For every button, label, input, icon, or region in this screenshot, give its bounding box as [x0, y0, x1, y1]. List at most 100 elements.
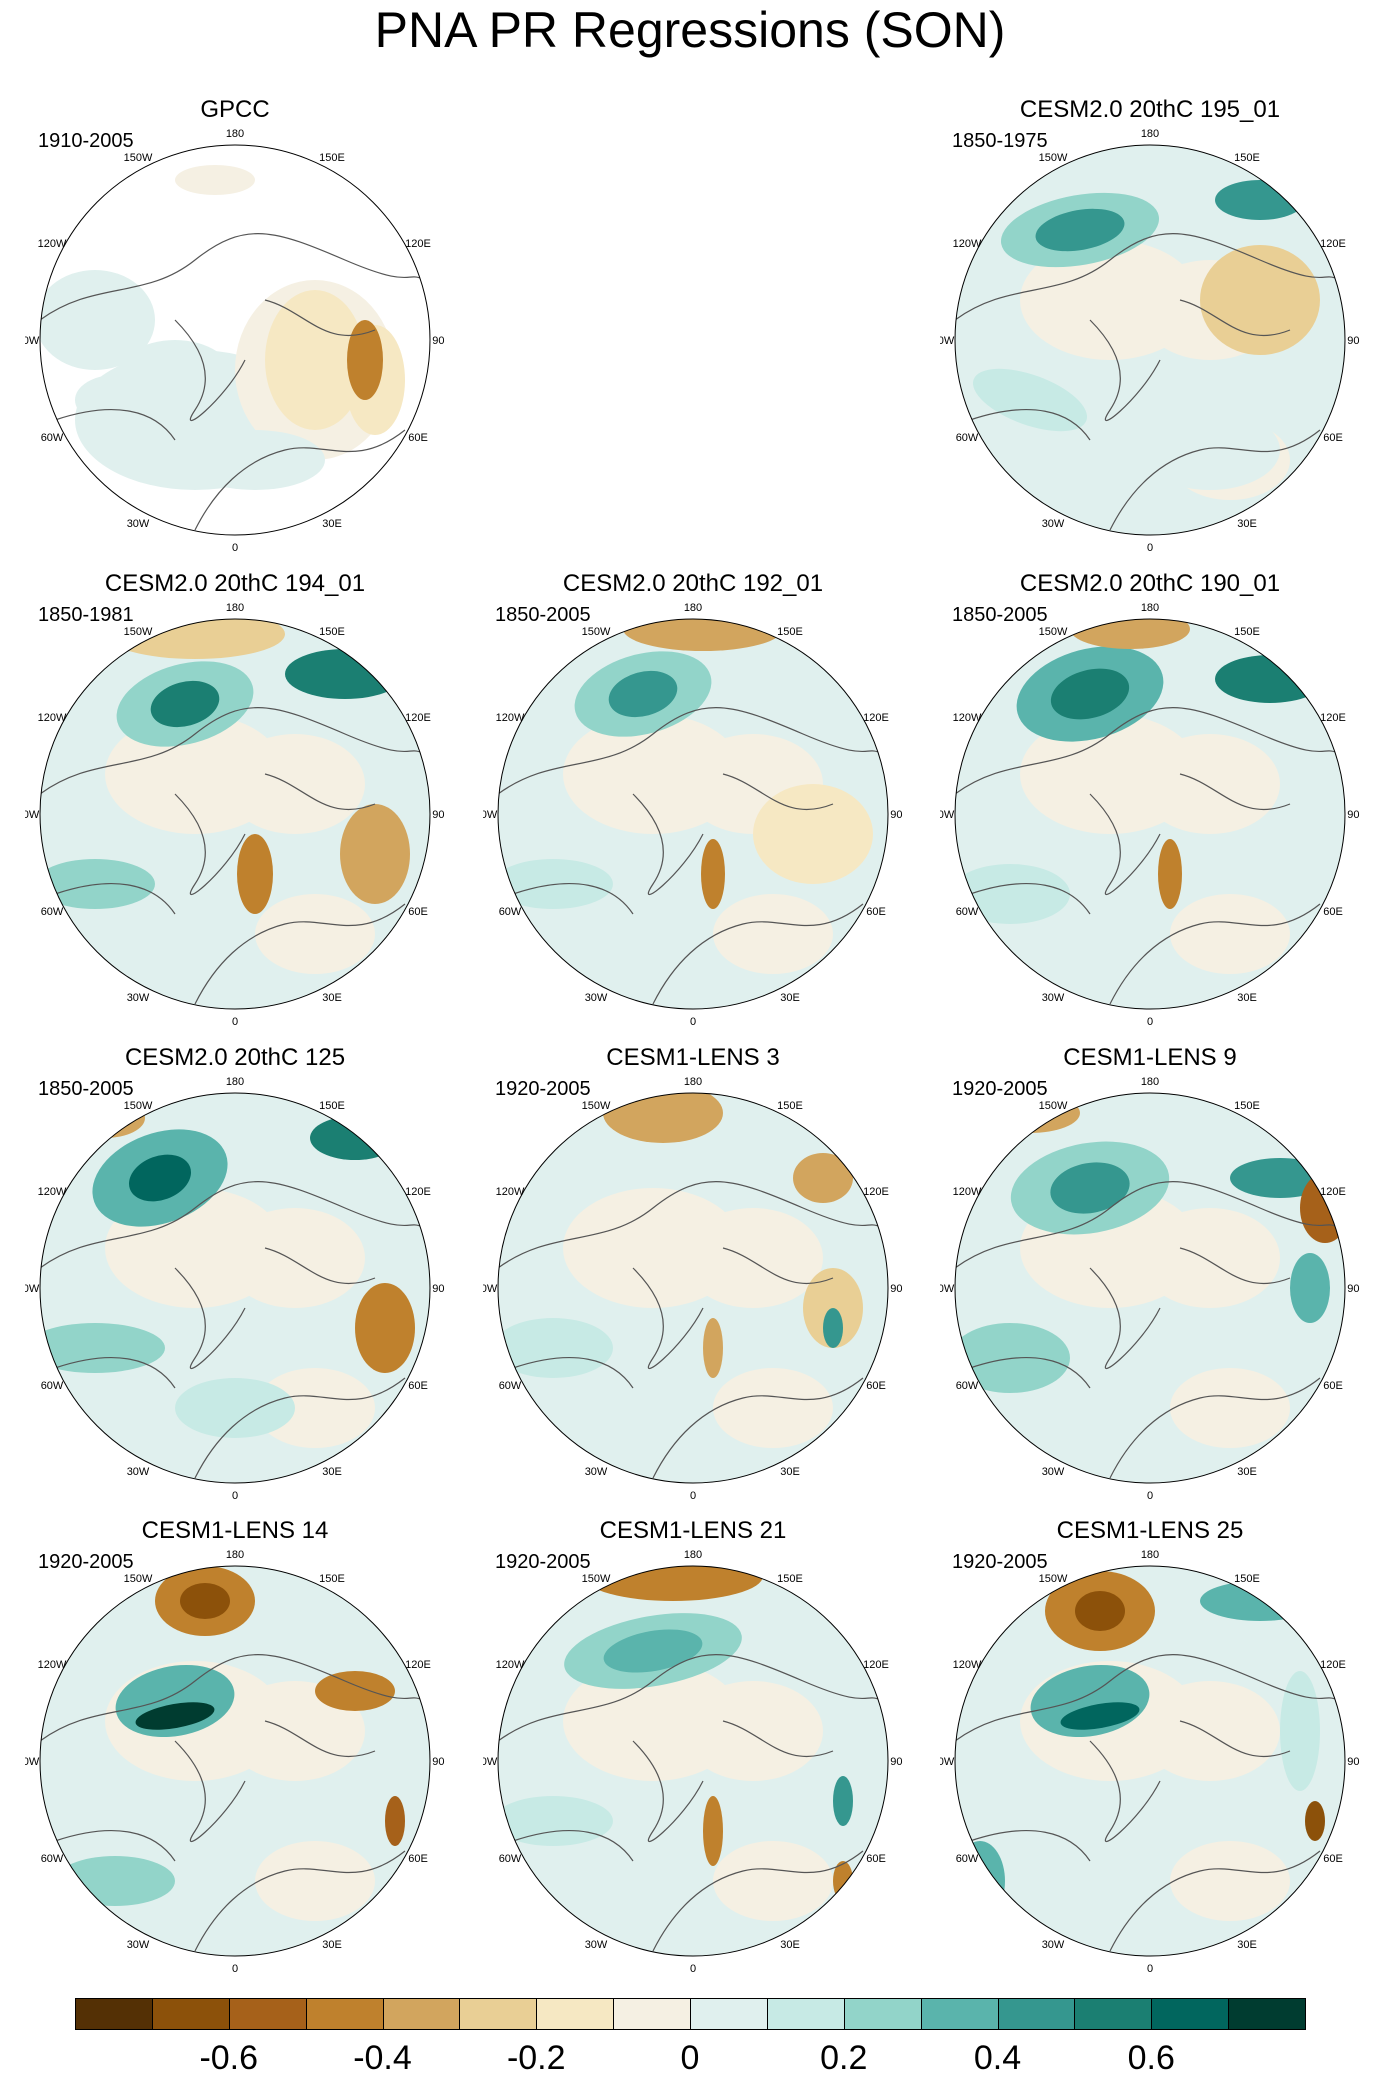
- anomaly-patch: [55, 1856, 175, 1906]
- longitude-label: 60W: [956, 1853, 979, 1865]
- longitude-label: 90E: [432, 809, 445, 821]
- longitude-label: 30E: [780, 1939, 800, 1951]
- longitude-label: 180: [1141, 1549, 1159, 1561]
- panel-title: GPCC: [200, 96, 270, 123]
- longitude-label: 0: [1147, 542, 1153, 554]
- longitude-label: 60E: [866, 1380, 886, 1392]
- coastline: [969, 1357, 1091, 1389]
- colorbar-segment: [690, 1998, 768, 2030]
- longitude-label: 90W: [25, 809, 40, 821]
- longitude-label: 30E: [322, 1466, 342, 1478]
- longitude-label: 90E: [432, 1283, 445, 1295]
- longitude-label: 150E: [319, 1100, 345, 1112]
- coastline: [264, 1247, 376, 1285]
- longitude-label: 30W: [127, 992, 150, 1004]
- coastline: [264, 773, 376, 811]
- longitude-label: 90W: [940, 809, 955, 821]
- anomaly-patch: [793, 1153, 853, 1203]
- colorbar-segment: [1074, 1998, 1153, 2030]
- colorbar-segment: [997, 1998, 1076, 2030]
- anomaly-patch: [833, 1776, 853, 1826]
- longitude-label: 150E: [777, 1573, 803, 1585]
- longitude-label: 150W: [124, 1100, 153, 1112]
- coastline: [1179, 1720, 1291, 1758]
- anomaly-patch: [1215, 655, 1325, 703]
- map-boundary: [39, 1565, 431, 1957]
- longitude-label: 30W: [127, 1939, 150, 1951]
- longitude-label: 120W: [38, 238, 67, 250]
- longitude-label: 120W: [953, 1186, 982, 1198]
- anomaly-patch: [1075, 1591, 1125, 1631]
- longitude-label: 60E: [1323, 1853, 1343, 1865]
- longitude-label: 180: [1141, 1076, 1159, 1088]
- longitude-label: 60E: [408, 432, 428, 444]
- panel-title: CESM2.0 20thC 194_01: [104, 570, 366, 597]
- colorbar-label: -0.4: [353, 2039, 412, 2077]
- panel-title: CESM2.0 20thC 125: [124, 1044, 346, 1071]
- longitude-label: 150E: [1234, 152, 1260, 164]
- panel-title: CESM1-LENS 3: [606, 1044, 780, 1071]
- polar-map: 180 150E 120E 90E 60E 30E 0 30W 60W 90W 120W 150W: [25, 128, 445, 554]
- longitude-label: 30E: [1237, 1939, 1257, 1951]
- longitude-label: 90W: [940, 1756, 955, 1768]
- anomaly-patch: [713, 1841, 833, 1921]
- anomaly-patch: [1140, 1208, 1280, 1308]
- coastline: [40, 1654, 426, 1742]
- longitude-label: 150E: [777, 1100, 803, 1112]
- longitude-label: 30W: [127, 518, 150, 530]
- coastline: [722, 1720, 834, 1758]
- polar-map: 180 150E 120E 90E 60E 30E 0 30W 60W 90W 120W 150W: [483, 1549, 903, 1975]
- longitude-label: 90W: [25, 1283, 40, 1295]
- longitude-label: 0: [232, 542, 238, 554]
- anomaly-patch: [701, 839, 725, 909]
- colorbar-segment: [1151, 1998, 1230, 2030]
- longitude-label: 0: [690, 1963, 696, 1975]
- coastline: [498, 1181, 884, 1269]
- anomaly-patch: [603, 1629, 703, 1673]
- coastline: [264, 299, 376, 337]
- map-boundary: [954, 1565, 1346, 1957]
- anomaly-patch: [237, 834, 273, 914]
- anomaly-patch: [340, 804, 410, 904]
- panel-title: CESM1-LENS 21: [599, 1517, 787, 1544]
- longitude-label: 60W: [956, 432, 979, 444]
- anomaly-patch: [623, 619, 783, 651]
- polar-map: 180 150E 120E 90E 60E 30E 0 30W 60W 90W 120W 150W: [940, 128, 1360, 554]
- coastline: [955, 1654, 1341, 1742]
- anomaly-patch: [583, 1566, 763, 1601]
- longitude-label: 180: [226, 1549, 244, 1561]
- map-panel-cesm2-125: 180 150E 120E 90E 60E 30E 0 30W 60W 90W 120W 150W C…: [25, 1043, 445, 1513]
- longitude-label: 30E: [1237, 992, 1257, 1004]
- map-boundary: [497, 618, 889, 1010]
- coastline: [1179, 773, 1291, 811]
- map-panel-lens-25: 180 150E 120E 90E 60E 30E 0 30W 60W 90W 120W 150W C…: [940, 1516, 1360, 1986]
- longitude-label: 120W: [953, 238, 982, 250]
- longitude-label: 60E: [866, 1853, 886, 1865]
- coastline: [652, 1377, 864, 1479]
- anomaly-patch: [498, 1318, 613, 1378]
- anomaly-patch: [225, 734, 365, 834]
- coastline: [174, 1740, 246, 1843]
- longitude-label: 150E: [319, 1573, 345, 1585]
- longitude-label: 150W: [1039, 1573, 1068, 1585]
- colorbar-segment: [613, 1998, 691, 2030]
- panel-period: 1920-2005: [38, 1551, 134, 1573]
- longitude-label: 120W: [38, 712, 67, 724]
- longitude-label: 90E: [1347, 1756, 1360, 1768]
- longitude-label: 60E: [1323, 906, 1343, 918]
- coastline: [1179, 1247, 1291, 1285]
- polar-map: 180 150E 120E 90E 60E 30E 0 30W 60W 90W 120W 150W: [25, 602, 445, 1028]
- coastline: [512, 1357, 634, 1389]
- anomaly-patch: [265, 290, 365, 430]
- longitude-label: 150E: [1234, 1100, 1260, 1112]
- coastline: [264, 1720, 376, 1758]
- longitude-label: 150W: [582, 1100, 611, 1112]
- polar-map: 180 150E 120E 90E 60E 30E 0 30W 60W 90W 120W 150W: [483, 602, 903, 1028]
- anomaly-patch: [180, 1583, 230, 1619]
- panel-title: CESM1-LENS 14: [141, 1517, 329, 1544]
- map-boundary: [497, 1565, 889, 1957]
- coastline: [652, 903, 864, 1005]
- coastline: [54, 409, 176, 441]
- longitude-label: 120W: [496, 1659, 525, 1671]
- colorbar-label: -0.6: [199, 2039, 259, 2077]
